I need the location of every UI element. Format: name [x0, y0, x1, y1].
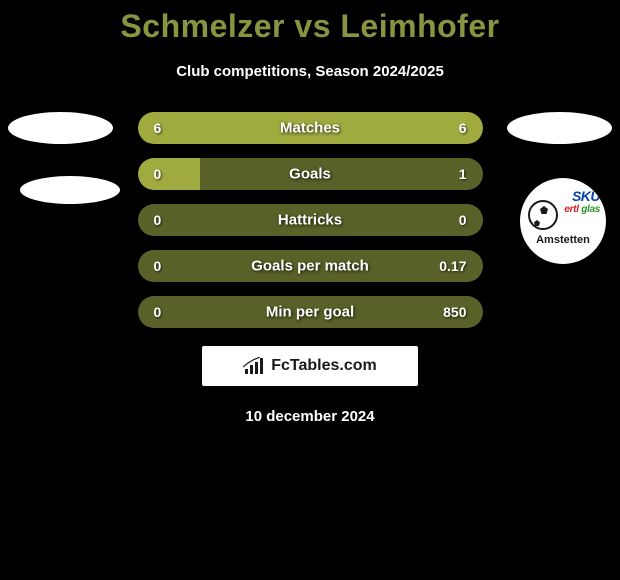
stat-bar-gpm: 0 Goals per match 0.17: [138, 250, 483, 282]
club-text-sku: SKU: [572, 188, 600, 204]
stat-label: Hattricks: [278, 212, 342, 229]
stat-row: 0 Min per goal 850: [0, 296, 620, 328]
stat-fill: [138, 158, 200, 190]
stat-label: Matches: [280, 120, 340, 137]
stat-bar-matches: 6 Matches 6: [138, 112, 483, 144]
stat-left-value: 6: [154, 120, 162, 136]
brand-chart-icon: [243, 357, 265, 375]
stat-right-value: 850: [443, 304, 466, 320]
footer-date: 10 december 2024: [0, 408, 620, 425]
stat-row: 6 Matches 6: [0, 112, 620, 144]
stat-right-value: 1: [459, 166, 467, 182]
stat-bar-hattricks: 0 Hattricks 0: [138, 204, 483, 236]
comparison-infographic: Schmelzer vs Leimhofer Club competitions…: [0, 0, 620, 425]
soccer-ball-icon: [528, 200, 558, 230]
stat-left-value: 0: [154, 258, 162, 274]
subtitle: Club competitions, Season 2024/2025: [0, 63, 620, 80]
brand-box: FcTables.com: [202, 346, 418, 386]
stat-bar-goals: 0 Goals 1: [138, 158, 483, 190]
player-left-badge: [8, 112, 113, 144]
stat-right-value: 6: [459, 120, 467, 136]
stat-label: Min per goal: [266, 304, 354, 321]
stat-right-value: 0: [459, 212, 467, 228]
stat-left-value: 0: [154, 166, 162, 182]
club-text-ertlglas: ertl glas: [564, 204, 600, 215]
stat-left-value: 0: [154, 212, 162, 228]
stat-right-value: 0.17: [439, 258, 466, 274]
stat-label: Goals: [289, 166, 331, 183]
stat-row: 0 Goals per match 0.17: [0, 250, 620, 282]
club-logo-right: SKU ertl glas Amstetten: [520, 178, 606, 264]
stat-left-value: 0: [154, 304, 162, 320]
player-right-badge: [507, 112, 612, 144]
stat-bar-mpg: 0 Min per goal 850: [138, 296, 483, 328]
club-logo-inner: SKU ertl glas Amstetten: [528, 186, 598, 256]
page-title: Schmelzer vs Leimhofer: [0, 8, 620, 45]
stat-label: Goals per match: [251, 258, 369, 275]
player-left-badge-2: [20, 176, 120, 204]
brand-label: FcTables.com: [271, 357, 377, 375]
club-text-amstetten: Amstetten: [536, 234, 590, 246]
